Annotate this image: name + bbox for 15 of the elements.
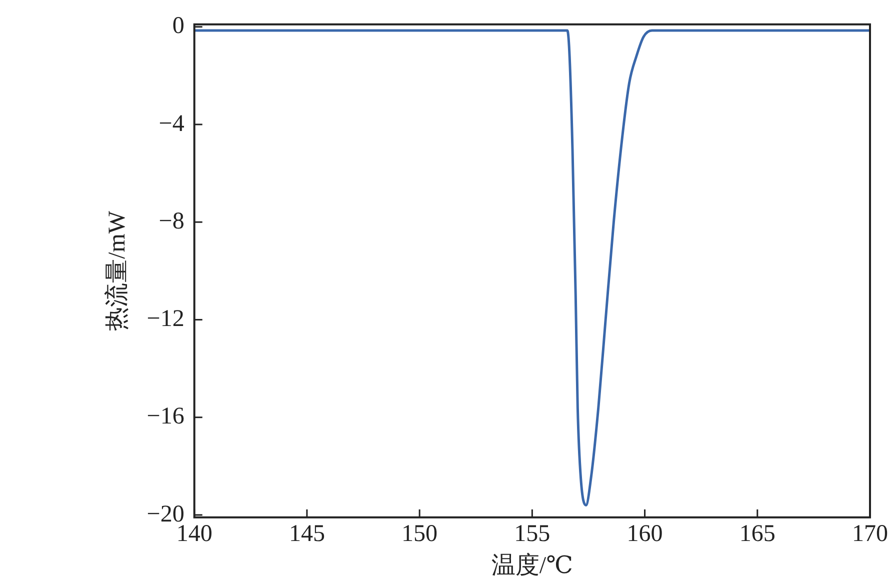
x-tick-label: 170 [852,521,888,548]
y-tick-label: −12 [146,306,184,332]
y-tick-label: −4 [158,110,184,137]
x-tick-label: 145 [288,521,325,548]
x-axis-title: 温度/℃ [491,552,573,579]
y-tick-label: −16 [146,404,184,430]
x-tick-label: 140 [176,521,212,548]
line-series [194,29,870,506]
x-tick-label: 150 [402,521,438,548]
x-tick-label: 155 [514,521,550,548]
y-axis-title: 热流量/mW [104,210,131,331]
x-tick-label: 160 [626,521,663,548]
y-tick-label: 0 [172,13,184,40]
y-tick-label: −8 [158,208,184,234]
x-tick-label: 165 [739,521,776,548]
